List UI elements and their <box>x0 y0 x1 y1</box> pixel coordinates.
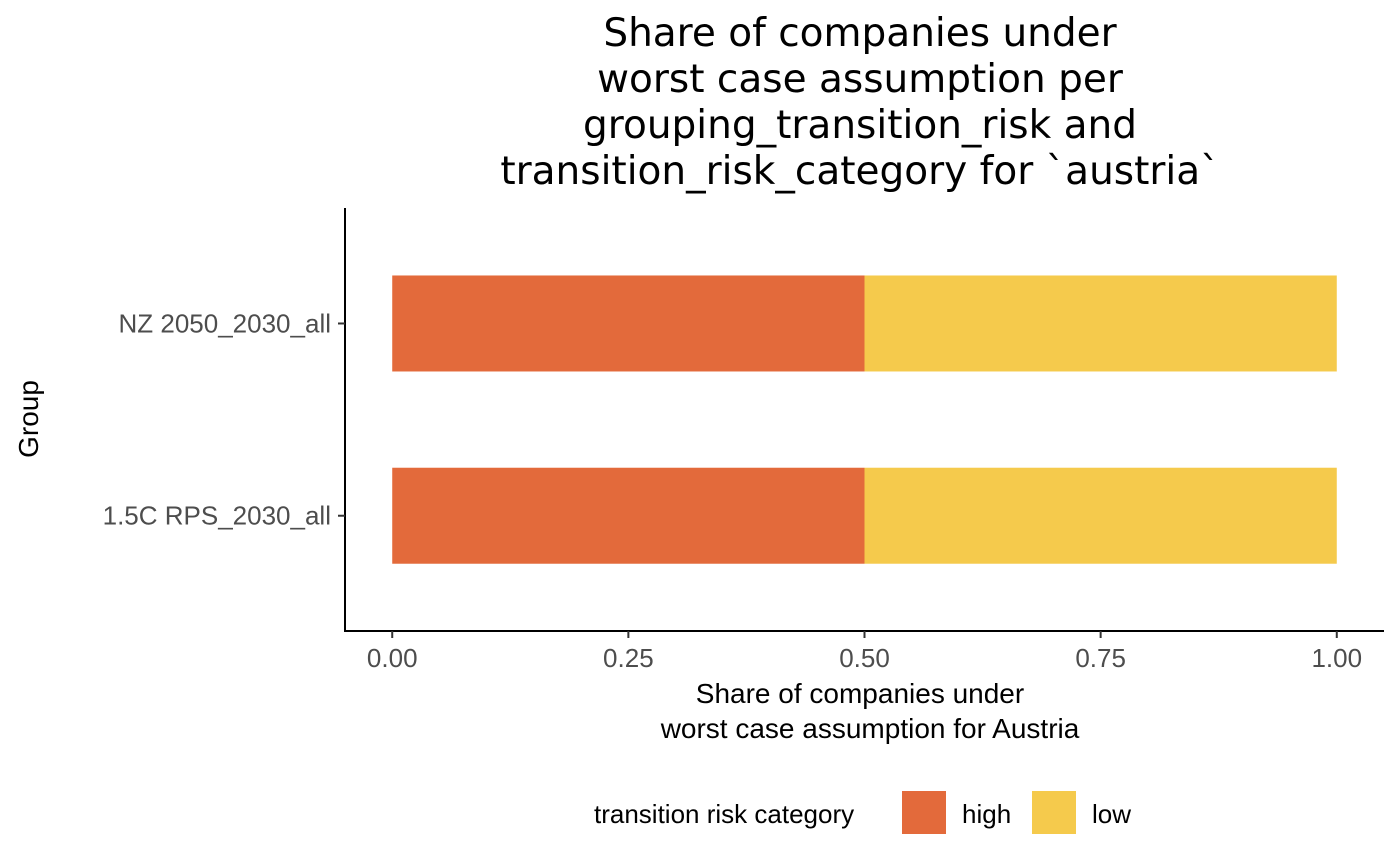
legend-label-high: high <box>962 799 1011 829</box>
x-tick-label-2: 0.50 <box>839 643 890 673</box>
bar-nz-2050-2030-all-low <box>864 275 1337 372</box>
legend-title: transition risk category <box>594 799 854 829</box>
y-axis-ticks: NZ 2050_2030_all 1.5C RPS_2030_all <box>103 308 345 531</box>
legend-label-low: low <box>1092 799 1131 829</box>
x-tick-label-3: 0.75 <box>1075 643 1126 673</box>
x-axis-title-line-1: Share of companies under <box>696 678 1024 709</box>
y-tick-label-nz-2050-2030-all: NZ 2050_2030_all <box>119 308 332 338</box>
bar-nz-2050-2030-all-high <box>392 275 865 372</box>
chart-title: Share of companies under worst case assu… <box>500 11 1219 194</box>
x-tick-label-4: 1.00 <box>1311 643 1362 673</box>
legend: transition risk category high low <box>594 791 1131 834</box>
title-line-1: Share of companies under <box>603 11 1117 56</box>
x-tick-label-0: 0.00 <box>367 643 418 673</box>
x-axis-title-line-2: worst case assumption for Austria <box>660 713 1080 744</box>
bars-group <box>392 275 1337 564</box>
x-axis-title: Share of companies under worst case assu… <box>660 678 1080 744</box>
legend-swatch-high <box>902 791 946 834</box>
x-tick-label-1: 0.25 <box>603 643 654 673</box>
x-axis-ticks: 0.00 0.25 0.50 0.75 1.00 <box>367 631 1362 673</box>
title-line-3: grouping_transition_risk and <box>583 103 1137 148</box>
bar-1-5c-rps-2030-all-high <box>392 467 865 564</box>
y-tick-label-1-5c-rps-2030-all: 1.5C RPS_2030_all <box>103 501 331 531</box>
bar-1-5c-rps-2030-all-low <box>864 467 1337 564</box>
y-axis-title: Group <box>13 380 44 458</box>
title-line-4: transition_risk_category for `austria` <box>500 149 1219 194</box>
legend-swatch-low <box>1032 791 1076 834</box>
title-line-2: worst case assumption per <box>597 57 1124 102</box>
